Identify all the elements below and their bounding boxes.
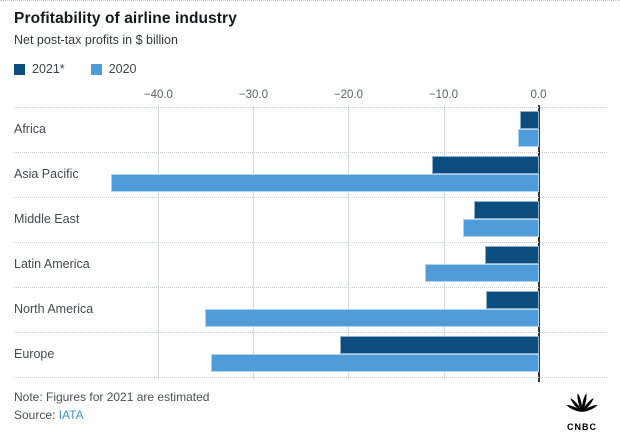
row-divider xyxy=(14,107,607,108)
category-label-middle-east: Middle East xyxy=(14,212,80,226)
bar-2021-africa xyxy=(520,111,539,129)
chart-subtitle: Net post-tax profits in $ billion xyxy=(14,33,178,47)
bar-2020-latin-america xyxy=(425,264,539,282)
row-divider xyxy=(14,287,607,288)
row-divider xyxy=(14,197,607,198)
bar-2020-europe xyxy=(210,354,539,372)
legend-swatch xyxy=(90,63,102,75)
x-axis-tick-label: −10.0 xyxy=(428,89,459,101)
x-axis-tick-label: −40.0 xyxy=(143,89,173,101)
row-divider xyxy=(14,332,607,333)
x-axis-tick-label: −30.0 xyxy=(238,89,268,101)
bar-2021-europe xyxy=(339,336,539,354)
category-label-asia-pacific: Asia Pacific xyxy=(14,167,79,181)
source-link[interactable]: IATA xyxy=(58,408,84,422)
legend-label: 2020 xyxy=(108,62,137,76)
peacock-icon xyxy=(566,393,598,412)
category-label-africa: Africa xyxy=(14,122,46,136)
x-axis-tick-label: −20.0 xyxy=(333,89,364,101)
legend-item-2020[interactable]: 2020 xyxy=(90,62,137,76)
zero-axis-line xyxy=(537,105,540,382)
bar-2021-asia-pacific xyxy=(432,156,539,174)
chart-source: Source: IATA xyxy=(14,408,84,422)
row-divider xyxy=(14,377,607,378)
cnbc-logo: CNBC xyxy=(560,389,604,432)
page-title: Profitability of airline industry xyxy=(14,10,237,27)
cnbc-wordmark: CNBC xyxy=(567,422,597,432)
legend: 2021* 2020 xyxy=(14,62,137,76)
legend-item-2021[interactable]: 2021* xyxy=(14,62,65,76)
row-divider xyxy=(14,152,607,153)
bar-2020-africa xyxy=(517,129,539,147)
bar-2021-north-america xyxy=(486,291,539,309)
legend-label: 2021* xyxy=(32,62,65,76)
category-label-latin-america: Latin America xyxy=(14,257,90,271)
category-label-north-america: North America xyxy=(14,302,94,316)
source-label: Source: xyxy=(14,408,56,422)
legend-swatch xyxy=(14,63,25,75)
chart-note: Note: Figures for 2021 are estimated xyxy=(14,390,210,404)
bar-2020-middle-east xyxy=(463,219,539,237)
row-divider xyxy=(14,242,607,243)
bar-2020-north-america xyxy=(204,309,539,327)
bar-2020-asia-pacific xyxy=(110,174,539,192)
x-axis-tick-label: 0.0 xyxy=(530,89,547,101)
category-label-europe: Europe xyxy=(14,347,55,361)
bar-2021-latin-america xyxy=(485,246,539,264)
bar-2021-middle-east xyxy=(473,201,539,219)
